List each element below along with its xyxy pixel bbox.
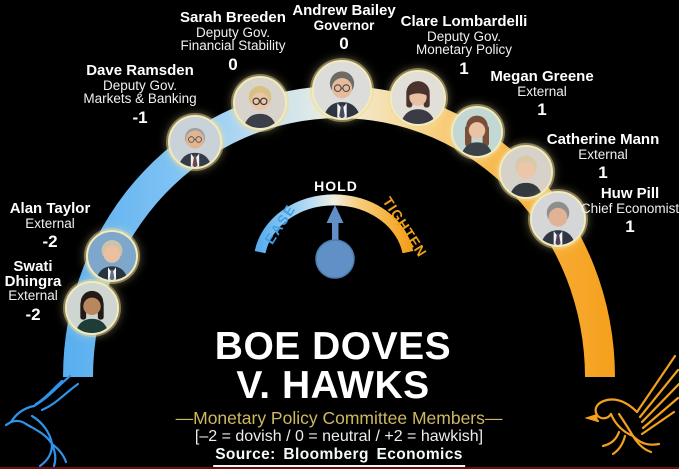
- member-label-clare-lombardelli: Clare Lombardelli Deputy Gov. Monetary P…: [394, 13, 534, 78]
- member-photo-alan-taylor: [86, 230, 138, 282]
- member-photo-dave-ramsden: [168, 115, 222, 169]
- member-score: -2: [25, 304, 41, 324]
- member-label-huw-pill: Huw Pill Chief Economist 1: [578, 185, 679, 236]
- member-role: Deputy Gov.: [195, 24, 271, 40]
- member-score: 0: [339, 34, 349, 53]
- member-name: Sarah Breeden: [180, 9, 286, 26]
- member-role: Deputy Gov.: [426, 28, 502, 44]
- member-photo-sarah-breeden: [233, 76, 287, 130]
- member-score: 1: [537, 100, 547, 119]
- source-line: Source: Bloomberg Economics: [213, 446, 465, 467]
- member-photo-andrew-bailey: [312, 60, 372, 120]
- member-score: 0: [228, 54, 238, 74]
- member-photo-swati-dhingra: [65, 281, 119, 335]
- member-role: Chief Economist: [580, 200, 679, 216]
- member-name: Dave Ramsden: [86, 62, 194, 79]
- member-label-sarah-breeden: Sarah Breeden Deputy Gov. Financial Stab…: [163, 9, 303, 74]
- member-name: Megan Greene: [490, 68, 594, 85]
- member-label-dave-ramsden: Dave Ramsden Deputy Gov. Markets & Banki…: [70, 62, 210, 127]
- member-label-swati-dhingra: Swati Dhingra External -2: [0, 258, 67, 324]
- member-role: External: [578, 146, 628, 162]
- scale-note: [–2 = dovish / 0 = neutral / +2 = hawkis…: [194, 428, 484, 445]
- member-score: -1: [132, 107, 148, 127]
- member-role: External: [517, 83, 567, 99]
- member-photo-megan-greene: [451, 106, 503, 158]
- hawk-icon: [584, 354, 679, 456]
- member-role: Markets & Banking: [83, 91, 197, 106]
- member-label-alan-taylor: Alan Taylor External -2: [4, 200, 96, 251]
- dove-icon: [4, 374, 80, 468]
- member-label-andrew-bailey: Andrew Bailey Governor 0: [279, 2, 409, 53]
- member-role: External: [25, 215, 75, 231]
- member-score: -2: [42, 232, 58, 251]
- member-name: Huw Pill: [600, 185, 660, 202]
- member-role: External: [8, 288, 58, 303]
- member-role: Monetary Policy: [415, 42, 513, 57]
- page-title: BOE DOVES V. HAWKS: [123, 327, 543, 405]
- title-line-1: BOE DOVES: [214, 325, 452, 368]
- subtitle: —Monetary Policy Committee Members—: [175, 408, 503, 428]
- gauge-needle: [315, 205, 355, 279]
- member-photo-catherine-mann: [499, 145, 553, 199]
- member-role: Deputy Gov.: [102, 77, 178, 93]
- gauge-hold-label: HOLD: [314, 178, 358, 194]
- member-name: Swati Dhingra: [4, 258, 62, 290]
- member-role: Governor: [313, 17, 375, 33]
- source-text: Source: Bloomberg Economics: [213, 446, 465, 467]
- member-score: 1: [598, 163, 608, 182]
- member-photo-huw-pill: [530, 191, 586, 247]
- gauge-arc: [254, 194, 414, 254]
- member-label-catherine-mann: Catherine Mann External 1: [538, 131, 668, 182]
- member-name: Catherine Mann: [546, 131, 660, 148]
- bottom-red-strip: [0, 467, 679, 469]
- member-name: Andrew Bailey: [292, 2, 396, 19]
- member-name: Alan Taylor: [9, 200, 91, 217]
- member-name: Clare Lombardelli: [400, 13, 528, 30]
- member-role: Financial Stability: [180, 38, 286, 53]
- member-label-megan-greene: Megan Greene External 1: [482, 68, 602, 119]
- member-score: 1: [625, 217, 635, 236]
- title-line-2: V. HAWKS: [236, 364, 430, 407]
- member-photo-clare-lombardelli: [390, 70, 446, 126]
- member-score: 1: [459, 58, 469, 78]
